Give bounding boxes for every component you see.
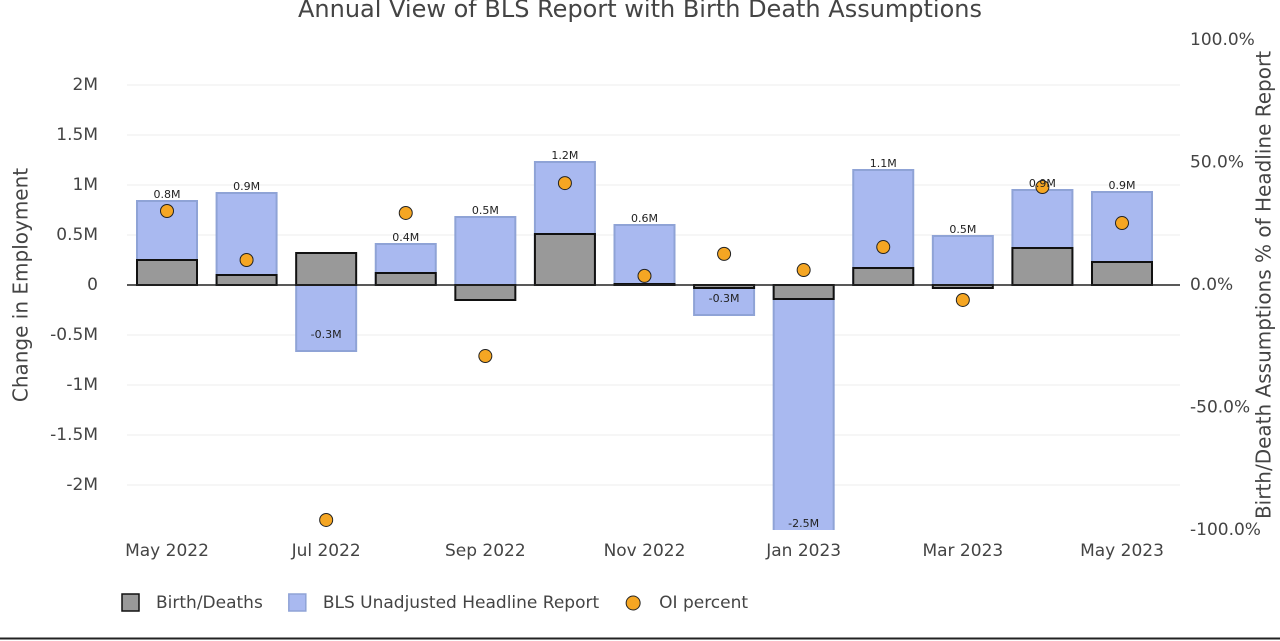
y-tick-label: -2M xyxy=(66,475,98,495)
bar xyxy=(136,259,198,286)
bar-annotation: 0.9M xyxy=(1109,179,1136,192)
x-tick-label: May 2022 xyxy=(125,541,209,561)
bar-annotation: -2.5M xyxy=(788,517,819,530)
scatter-point xyxy=(955,292,970,307)
bar xyxy=(454,284,517,301)
bar xyxy=(1091,261,1153,286)
y-tick-label: 0.5M xyxy=(56,225,98,245)
y2-tick-label: -50.0% xyxy=(1190,398,1250,418)
bar-annotation: -0.3M xyxy=(709,292,740,305)
y-tick-label: -1M xyxy=(66,375,98,395)
scatter-point xyxy=(1115,216,1129,231)
bar xyxy=(852,169,915,286)
bar xyxy=(374,272,437,286)
axes: 2M 1.5M 1M 0.5M 0 -0.5M -1M -1.5M -2M 100.0% 50.0%… xyxy=(50,30,1261,561)
x-tick-label: Jan 2023 xyxy=(765,541,841,561)
bar-annotation: -0.3M xyxy=(311,328,342,341)
scatter-point xyxy=(717,246,732,261)
scatter-point xyxy=(239,253,254,268)
scatter-point xyxy=(478,349,493,364)
bar-annotation: 0.4M xyxy=(392,231,419,244)
legend-swatch xyxy=(288,593,307,612)
legend-swatch xyxy=(121,593,140,612)
bar-annotation: 1.1M xyxy=(870,157,897,170)
y-tick-label: 1.5M xyxy=(56,125,98,145)
bar-annotation: 0.6M xyxy=(631,212,658,225)
bar-annotation: 1.2M xyxy=(551,149,578,162)
x-tick-label: May 2023 xyxy=(1080,541,1164,561)
y-tick-label: 2M xyxy=(73,75,98,95)
y2-axis-label: Birth/Death Assumptions % of Headline Re… xyxy=(1252,51,1276,519)
y-axis-label: Change in Employment xyxy=(9,168,33,402)
scatter-point xyxy=(319,512,334,527)
legend: Birth/Deaths BLS Unadjusted Headline Repo… xyxy=(121,593,748,613)
legend-swatch xyxy=(625,595,641,611)
chart-title: Annual View of BLS Report with Birth Dea… xyxy=(298,0,982,23)
bar xyxy=(931,235,994,286)
y-tick-label: 0 xyxy=(87,275,98,295)
x-tick-label: Jul 2022 xyxy=(291,541,361,561)
legend-label: Birth/Deaths xyxy=(156,593,263,613)
bar xyxy=(295,284,358,352)
y2-tick-label: 100.0% xyxy=(1190,30,1255,50)
x-tick-label: Nov 2022 xyxy=(604,541,686,561)
bar xyxy=(852,267,915,286)
bar xyxy=(772,284,835,530)
y2-tick-label: 0.0% xyxy=(1190,275,1233,295)
bar-annotation: 0.8M xyxy=(154,188,181,201)
bar xyxy=(693,284,756,316)
bar xyxy=(772,284,835,300)
plot-area xyxy=(127,161,1180,530)
scatter-point xyxy=(876,240,891,255)
bar xyxy=(454,216,517,286)
bar-annotation: 0.9M xyxy=(1029,177,1056,190)
y2-tick-label: -100.0% xyxy=(1190,520,1261,540)
scatter-point xyxy=(557,176,572,191)
bar-annotation: 0.5M xyxy=(472,204,499,217)
bar xyxy=(215,274,278,286)
y-tick-label: -0.5M xyxy=(50,325,98,345)
scatter-point xyxy=(796,263,811,278)
legend-label: OI percent xyxy=(659,593,748,613)
x-tick-label: Sep 2022 xyxy=(445,541,526,561)
legend-label: BLS Unadjusted Headline Report xyxy=(323,593,600,613)
y-tick-label: 1M xyxy=(73,175,98,195)
x-tick-label: Mar 2023 xyxy=(922,541,1003,561)
bar xyxy=(533,233,596,286)
y-tick-label: -1.5M xyxy=(50,425,98,445)
scatter-point xyxy=(637,268,652,283)
bar xyxy=(215,192,278,286)
bar-annotation: 0.5M xyxy=(949,223,976,236)
scatter-point xyxy=(160,204,174,219)
bar xyxy=(295,252,358,286)
y2-tick-label: 50.0% xyxy=(1190,153,1244,173)
scatter-point xyxy=(1035,180,1050,194)
bar-annotation: 0.9M xyxy=(233,180,260,193)
bar xyxy=(1011,247,1074,286)
scatter-point xyxy=(398,205,413,220)
